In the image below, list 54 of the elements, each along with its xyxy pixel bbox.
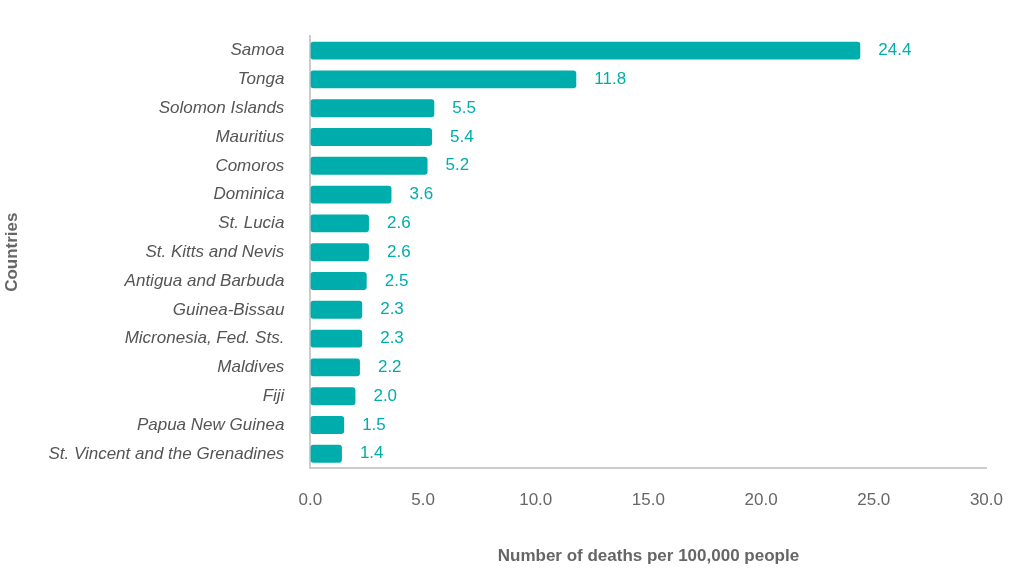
data-label: 5.5 (452, 97, 476, 117)
y-axis-title: Countries (1, 212, 21, 292)
data-label: 3.6 (409, 184, 434, 204)
data-label: 2.6 (386, 241, 411, 261)
bar (310, 156, 428, 175)
bar (310, 214, 369, 233)
y-tick-label: Papua New Guinea (136, 414, 285, 434)
y-tick-label: Antigua and Barbuda (123, 270, 285, 290)
data-label: 1.5 (362, 414, 386, 434)
y-tick-label: St. Vincent and the Grenadines (48, 443, 285, 463)
bar (310, 185, 392, 204)
y-tick-label: Mauritius (215, 126, 285, 146)
bar (310, 416, 345, 434)
bar (310, 444, 342, 463)
data-label: 24.4 (878, 40, 912, 60)
y-tick-label: Solomon Islands (158, 97, 285, 117)
y-tick-label: Dominica (213, 184, 285, 204)
x-tick-label: 5.0 (411, 490, 435, 510)
y-tick-label: Micronesia, Fed. Sts. (124, 328, 285, 348)
data-label: 2.0 (373, 385, 398, 405)
x-tick-label: 20.0 (744, 490, 778, 510)
x-tick-label: 25.0 (857, 490, 891, 510)
data-label: 1.4 (359, 443, 384, 463)
data-label: 2.3 (380, 299, 404, 319)
x-tick-label: 15.0 (631, 490, 665, 510)
bar (310, 128, 433, 146)
bar (310, 70, 577, 89)
y-tick-label: Samoa (230, 40, 285, 60)
bar (310, 41, 861, 60)
bar (310, 300, 363, 319)
data-label: 5.2 (445, 155, 470, 175)
y-tick-label: Comoros (215, 155, 285, 175)
data-label: 11.8 (594, 69, 627, 89)
x-tick-label: 10.0 (519, 490, 553, 510)
x-axis-title: Number of deaths per 100,000 people (497, 546, 800, 566)
data-label: 2.6 (386, 213, 411, 233)
bar (310, 329, 363, 348)
y-tick-label: Fiji (262, 385, 286, 405)
x-tick-label: 0.0 (298, 490, 323, 510)
bar (310, 243, 369, 262)
y-tick-label: Maldives (217, 357, 285, 377)
y-tick-label: Tonga (237, 69, 285, 89)
y-tick-label: Guinea-Bissau (172, 299, 285, 319)
bar (310, 358, 360, 377)
data-label: 2.5 (384, 270, 409, 290)
bar (310, 272, 367, 290)
bar (310, 387, 356, 406)
data-label: 2.3 (380, 328, 404, 348)
data-label: 5.4 (450, 126, 474, 146)
data-label: 2.2 (377, 357, 402, 377)
y-tick-label: St. Lucia (218, 213, 285, 233)
x-tick-label: 30.0 (969, 490, 1003, 510)
y-tick-label: St. Kitts and Nevis (145, 241, 285, 261)
bar (310, 99, 435, 118)
